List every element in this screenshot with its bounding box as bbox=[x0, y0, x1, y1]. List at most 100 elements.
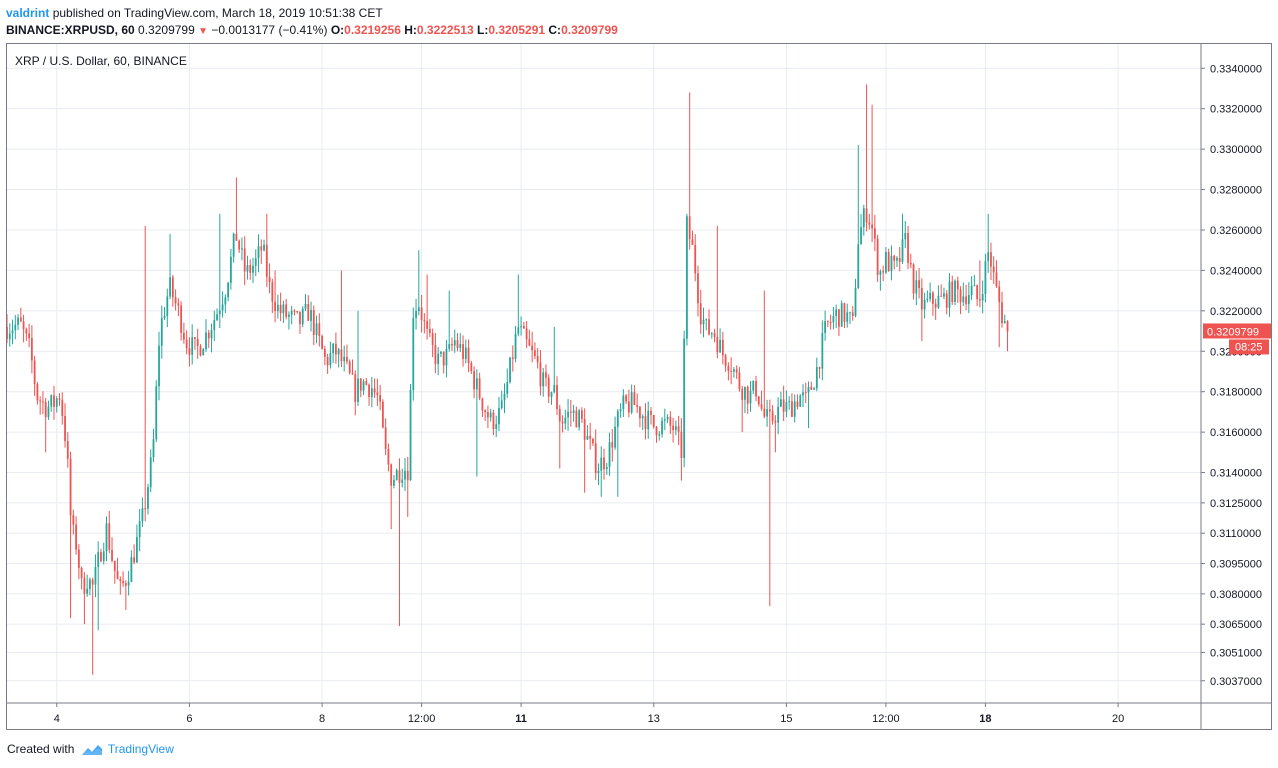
candle bbox=[893, 254, 896, 270]
candle bbox=[393, 475, 395, 489]
candle bbox=[384, 418, 387, 456]
candle-body bbox=[835, 309, 838, 316]
candle bbox=[799, 394, 802, 408]
candle-body bbox=[498, 407, 500, 425]
candle-body bbox=[343, 356, 346, 362]
candle bbox=[464, 339, 467, 364]
candle-body bbox=[66, 441, 69, 459]
candle bbox=[923, 292, 926, 319]
candle-body bbox=[589, 435, 592, 439]
candle-body bbox=[578, 410, 581, 428]
price-tick-label: 0.3037000 bbox=[1210, 676, 1262, 688]
candle-body bbox=[992, 266, 995, 273]
candle-body bbox=[288, 314, 290, 317]
candle bbox=[550, 391, 553, 405]
candle-body bbox=[862, 208, 865, 228]
candle bbox=[304, 294, 307, 312]
price-chart[interactable]: 0.3037000 0.3051000 0.3065000 0.3080000 0.30… bbox=[7, 44, 1271, 729]
time-axis[interactable]: 4 6 8 12:00 11 13 15 12:00 18 20 bbox=[54, 703, 1125, 725]
candle-body bbox=[50, 395, 53, 407]
candle bbox=[423, 313, 426, 334]
candle-body bbox=[915, 280, 918, 294]
candle-body bbox=[934, 303, 937, 308]
candle-body bbox=[652, 414, 655, 427]
candle bbox=[437, 347, 440, 376]
tradingview-brand-link[interactable]: TradingView bbox=[107, 742, 174, 756]
candle bbox=[639, 405, 641, 428]
candle bbox=[285, 298, 288, 320]
author-name[interactable]: valdrint bbox=[6, 6, 50, 20]
candle bbox=[127, 570, 130, 596]
candle bbox=[478, 372, 481, 401]
candle-body bbox=[846, 312, 849, 322]
candle-body bbox=[373, 388, 376, 393]
candle bbox=[417, 250, 420, 316]
candle bbox=[274, 270, 276, 323]
candle bbox=[558, 404, 561, 469]
candle-body bbox=[810, 386, 813, 390]
candle bbox=[766, 399, 768, 427]
candle bbox=[641, 414, 644, 431]
candle-body bbox=[705, 319, 708, 321]
time-tick-label: 18 bbox=[979, 713, 991, 725]
last-price-badge bbox=[1203, 323, 1271, 339]
candle-body bbox=[393, 479, 395, 486]
candle-body bbox=[807, 386, 810, 393]
candle bbox=[249, 259, 252, 280]
candle bbox=[857, 145, 860, 290]
candle bbox=[307, 295, 310, 322]
candle bbox=[627, 389, 630, 418]
candle-body bbox=[147, 487, 149, 509]
candle-body bbox=[94, 566, 97, 585]
candle-body bbox=[506, 382, 509, 394]
candle-body bbox=[603, 457, 605, 470]
candle bbox=[348, 359, 351, 375]
candle bbox=[760, 390, 763, 411]
candle bbox=[824, 310, 827, 341]
candle-body bbox=[365, 381, 368, 385]
candle-body bbox=[597, 470, 600, 474]
last-price: 0.3209799 bbox=[138, 23, 195, 37]
candle bbox=[531, 331, 534, 363]
candle bbox=[934, 298, 937, 320]
price-axis[interactable]: 0.3037000 0.3051000 0.3065000 0.3080000 0.30… bbox=[1201, 63, 1262, 688]
candle bbox=[265, 213, 268, 287]
candle-body bbox=[216, 314, 218, 321]
candle-body bbox=[271, 282, 274, 302]
candle-body bbox=[39, 400, 42, 402]
candle bbox=[229, 248, 232, 290]
candle bbox=[149, 449, 152, 493]
candle bbox=[683, 330, 686, 468]
candle bbox=[381, 399, 384, 429]
candle bbox=[351, 359, 354, 375]
candle-body bbox=[318, 323, 321, 337]
footer: Created with TradingView bbox=[7, 742, 174, 756]
candle bbox=[235, 177, 238, 241]
candlestick-series bbox=[7, 84, 1009, 675]
candle bbox=[655, 426, 658, 443]
candle-body bbox=[337, 349, 340, 355]
candle bbox=[965, 284, 967, 311]
candle-body bbox=[923, 299, 926, 310]
candle-body bbox=[44, 401, 47, 418]
candle bbox=[945, 290, 948, 315]
candle-body bbox=[133, 557, 136, 563]
candle bbox=[984, 253, 987, 303]
candle-body bbox=[677, 426, 680, 432]
candle-body bbox=[782, 399, 785, 412]
candle-body bbox=[89, 579, 91, 589]
candle bbox=[475, 369, 478, 477]
candle-body bbox=[768, 409, 771, 412]
candle bbox=[716, 225, 719, 359]
candle bbox=[395, 468, 398, 481]
candle bbox=[202, 347, 205, 356]
chart-title: XRP / U.S. Dollar, 60, BINANCE bbox=[15, 54, 187, 68]
candle bbox=[332, 342, 335, 363]
candle bbox=[282, 300, 285, 323]
candle-body bbox=[746, 386, 749, 404]
candle bbox=[207, 329, 210, 348]
candle bbox=[956, 276, 959, 303]
candle bbox=[959, 286, 962, 315]
publish-info: published on TradingView.com, March 18, … bbox=[52, 6, 383, 20]
candle-body bbox=[860, 227, 862, 245]
